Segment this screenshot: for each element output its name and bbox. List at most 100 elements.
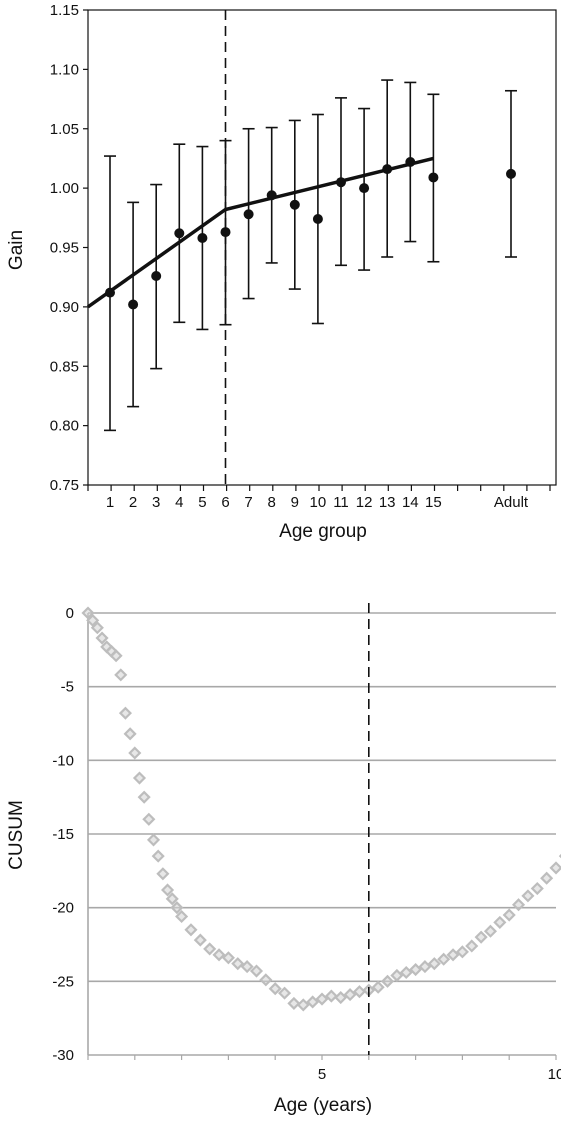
mean-point (128, 299, 139, 310)
cusum-point (184, 923, 198, 937)
cusum-point (418, 960, 432, 974)
trend-line-path (86, 156, 434, 309)
mean-point (174, 228, 185, 239)
x-tick-label: 10 (310, 494, 327, 511)
mean-point (289, 199, 300, 210)
cusum-point (151, 849, 165, 863)
x-tick-label: 11 (333, 494, 349, 511)
cusum-by-age-chart: 0-5-10-15-20-25-30 51015 CUSUM Age (year… (6, 603, 561, 1116)
cusum-point (114, 668, 128, 682)
x-axis-ticks: 1 2 3 4 5 6 7 8 9 10 11 12 13 14 15 Adult (87, 485, 551, 511)
x-tick-label: 2 (129, 494, 137, 511)
x-tick-label: 14 (402, 494, 419, 511)
cusum-point (123, 727, 137, 741)
cusum-point (521, 889, 535, 903)
cusum-point (221, 951, 235, 965)
cusum-point (137, 790, 151, 804)
y-tick-label: 0.95 (50, 240, 79, 257)
mean-point (197, 233, 208, 243)
mean-point (506, 168, 516, 179)
cusum-point (540, 871, 554, 885)
mean-points (105, 157, 516, 310)
y-tick-label: 0.80 (50, 418, 79, 435)
mean-point (336, 177, 346, 188)
x-axis-ticks: 51015 (87, 1055, 561, 1083)
cusum-point (128, 746, 142, 760)
x-tick-label: 13 (379, 494, 396, 511)
cusum-point (409, 962, 423, 977)
mean-point (428, 172, 439, 183)
x-tick-label: 12 (356, 494, 373, 511)
cusum-point (142, 812, 156, 826)
mean-point (105, 287, 115, 298)
y-tick-label: 0 (66, 605, 74, 622)
cusum-point (371, 980, 385, 994)
x-axis-title: Age (years) (274, 1095, 372, 1116)
cusum-point (175, 909, 189, 924)
cusum-point (259, 973, 273, 987)
cusum-point (212, 948, 226, 962)
x-tick-label: Adult (494, 494, 529, 511)
y-tick-label: 1.05 (50, 121, 79, 138)
cusum-point (437, 952, 451, 966)
cusum-point (95, 631, 109, 645)
y-tick-label: 1.00 (50, 180, 79, 197)
y-tick-label: -5 (61, 679, 74, 696)
cusum-point (512, 898, 526, 912)
y-tick-label: 0.85 (50, 358, 79, 375)
plot-frame (87, 9, 557, 486)
y-axis-title: Gain (6, 230, 27, 270)
cusum-point (465, 939, 479, 953)
cusum-point (132, 771, 147, 785)
cusum-point (146, 833, 161, 847)
cusum-point (170, 901, 184, 915)
cusum-point (240, 960, 254, 974)
cusum-point (502, 908, 516, 922)
x-tick-label: 4 (175, 494, 183, 511)
trend-line (86, 156, 434, 309)
cusum-point (446, 948, 460, 962)
y-tick-label: -10 (52, 752, 74, 769)
y-tick-label: 1.15 (50, 2, 79, 19)
cusum-point (296, 998, 310, 1012)
y-tick-label: -25 (52, 973, 74, 990)
cusum-point (399, 965, 413, 980)
cusum-point (278, 986, 292, 1000)
x-tick-label: 1 (106, 494, 114, 511)
x-axis-title: Age group (279, 521, 367, 542)
x-tick-label: 8 (268, 494, 276, 511)
cusum-point (455, 945, 469, 959)
mean-point (220, 227, 231, 238)
error-bars (104, 79, 517, 432)
cusum-point (249, 964, 264, 978)
cusum-point (390, 968, 404, 982)
mean-point (312, 214, 323, 224)
mean-point (266, 190, 277, 201)
x-tick-label: 10 (548, 1066, 561, 1083)
mean-point (243, 209, 254, 220)
y-axis-ticks: 0.75 0.80 0.85 0.90 0.95 1.00 1.05 1.10 1.15 (50, 2, 88, 494)
y-tick-label: -20 (52, 900, 74, 917)
cusum-point (306, 995, 320, 1009)
x-tick-label: 5 (198, 494, 206, 511)
x-tick-label: 3 (152, 494, 160, 511)
y-tick-label: 1.10 (50, 61, 79, 78)
y-tick-label: -30 (52, 1047, 74, 1064)
cusum-point (530, 881, 544, 896)
x-tick-label: 15 (425, 494, 442, 511)
horizontal-gridlines (87, 612, 556, 1056)
cusum-point (483, 924, 498, 938)
cusum-point (474, 930, 488, 944)
cusum-point (86, 613, 100, 627)
x-tick-label: 5 (318, 1066, 326, 1083)
y-tick-label: -15 (52, 826, 74, 843)
cusum-point (315, 992, 329, 1006)
x-tick-label: 9 (291, 494, 299, 511)
cusum-point (203, 942, 217, 956)
cusum-point (81, 606, 95, 620)
y-tick-label: 0.75 (50, 477, 79, 494)
cusum-point (549, 861, 561, 875)
cusum-point (334, 990, 348, 1005)
x-tick-label: 6 (221, 494, 229, 511)
